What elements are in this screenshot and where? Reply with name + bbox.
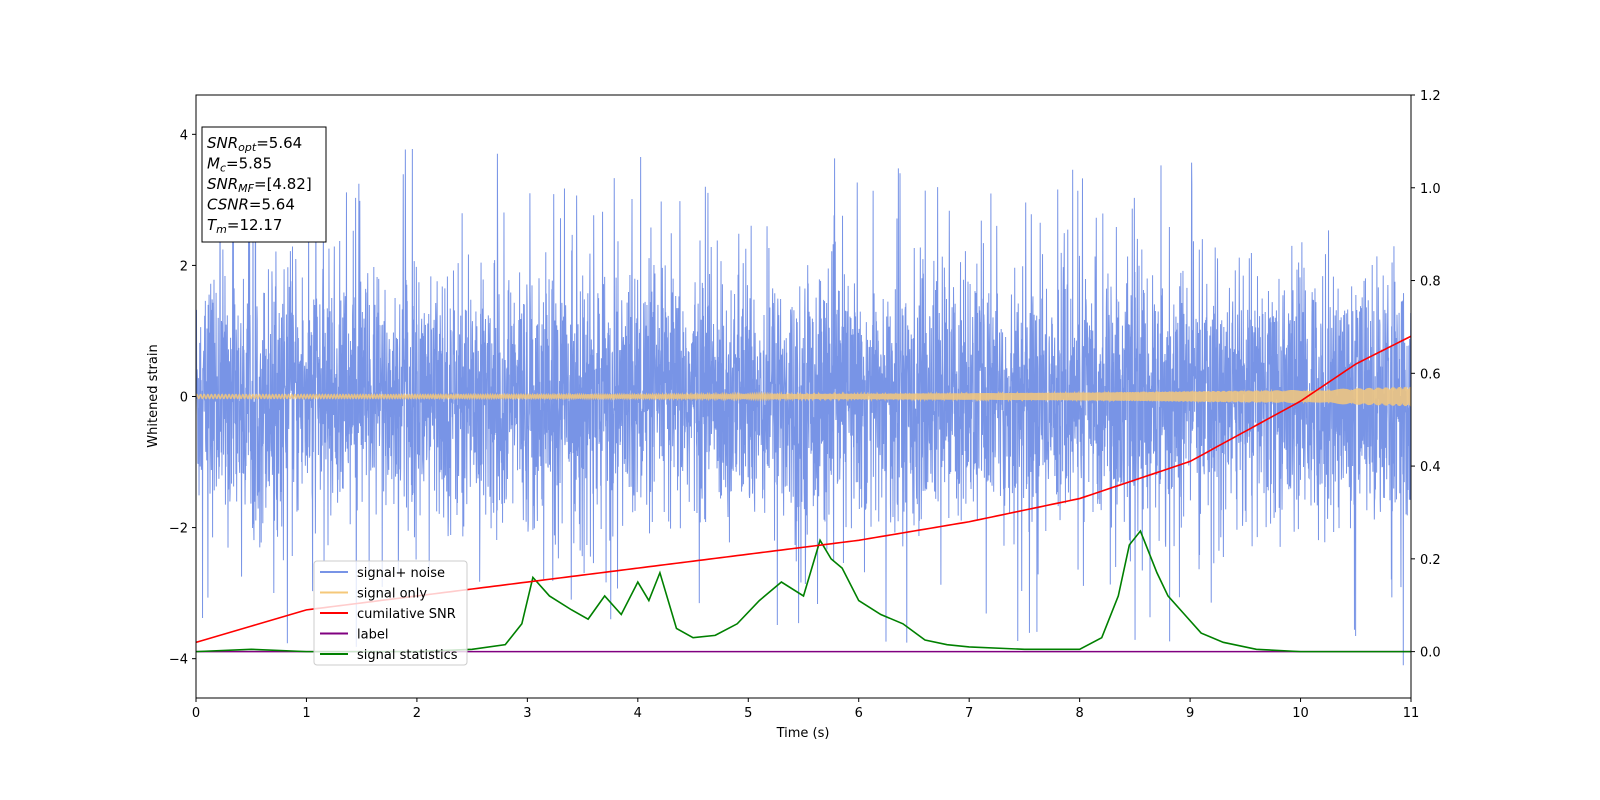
y-tick-label: −2 <box>169 522 188 537</box>
legend-label: signal only <box>357 587 427 602</box>
y-tick-label: 4 <box>180 128 188 143</box>
y-axis-ticks: −4 −2 0 2 4 <box>169 128 196 668</box>
x-tick-label: 7 <box>965 706 973 721</box>
legend-label: signal statistics <box>357 648 458 663</box>
x-axis-ticks: 0 1 2 3 4 5 6 7 8 9 10 11 <box>192 698 1419 721</box>
annotation-line: SNRopt=5.64 <box>207 134 302 154</box>
y2-tick-label: 0.2 <box>1420 553 1441 568</box>
x-tick-label: 6 <box>855 706 863 721</box>
signal-only-series <box>196 386 1411 407</box>
legend-label: label <box>357 628 388 643</box>
y-tick-label: 2 <box>180 259 188 274</box>
y2-axis-ticks: 0.0 0.2 0.4 0.6 0.8 1.0 1.2 <box>1411 89 1441 661</box>
y2-tick-label: 0.8 <box>1420 275 1441 290</box>
x-tick-label: 0 <box>192 706 200 721</box>
x-tick-label: 4 <box>634 706 642 721</box>
x-tick-label: 3 <box>523 706 531 721</box>
x-tick-label: 8 <box>1075 706 1083 721</box>
y2-tick-label: 0.6 <box>1420 367 1441 382</box>
y-tick-label: −4 <box>169 653 188 668</box>
annotation-line: CSNR=5.64 <box>207 196 295 214</box>
signal-only-line <box>196 386 1411 407</box>
y-axis-label: Whitened strain <box>146 344 161 447</box>
y-tick-label: 0 <box>180 391 188 406</box>
signal-statistics-line <box>196 529 1411 653</box>
legend-label: signal+ noise <box>357 566 445 581</box>
x-tick-label: 5 <box>744 706 752 721</box>
annotation-line: Tm=12.17 <box>207 216 282 236</box>
y2-tick-label: 0.0 <box>1420 646 1441 661</box>
x-tick-label: 9 <box>1186 706 1194 721</box>
legend: signal+ noise signal only cumilative SNR la… <box>313 560 468 666</box>
annotation-line: SNRMF=[4.82] <box>207 175 312 195</box>
x-tick-label: 2 <box>413 706 421 721</box>
y2-tick-label: 1.2 <box>1420 89 1441 104</box>
x-tick-label: 1 <box>302 706 310 721</box>
x-tick-label: 11 <box>1403 706 1420 721</box>
y2-tick-label: 1.0 <box>1420 182 1441 197</box>
x-tick-label: 10 <box>1292 706 1309 721</box>
x-axis-label: Time (s) <box>776 726 830 741</box>
legend-label: cumilative SNR <box>357 607 456 622</box>
y2-tick-label: 0.4 <box>1420 460 1441 475</box>
annotation-line: Mc=5.85 <box>207 155 272 175</box>
